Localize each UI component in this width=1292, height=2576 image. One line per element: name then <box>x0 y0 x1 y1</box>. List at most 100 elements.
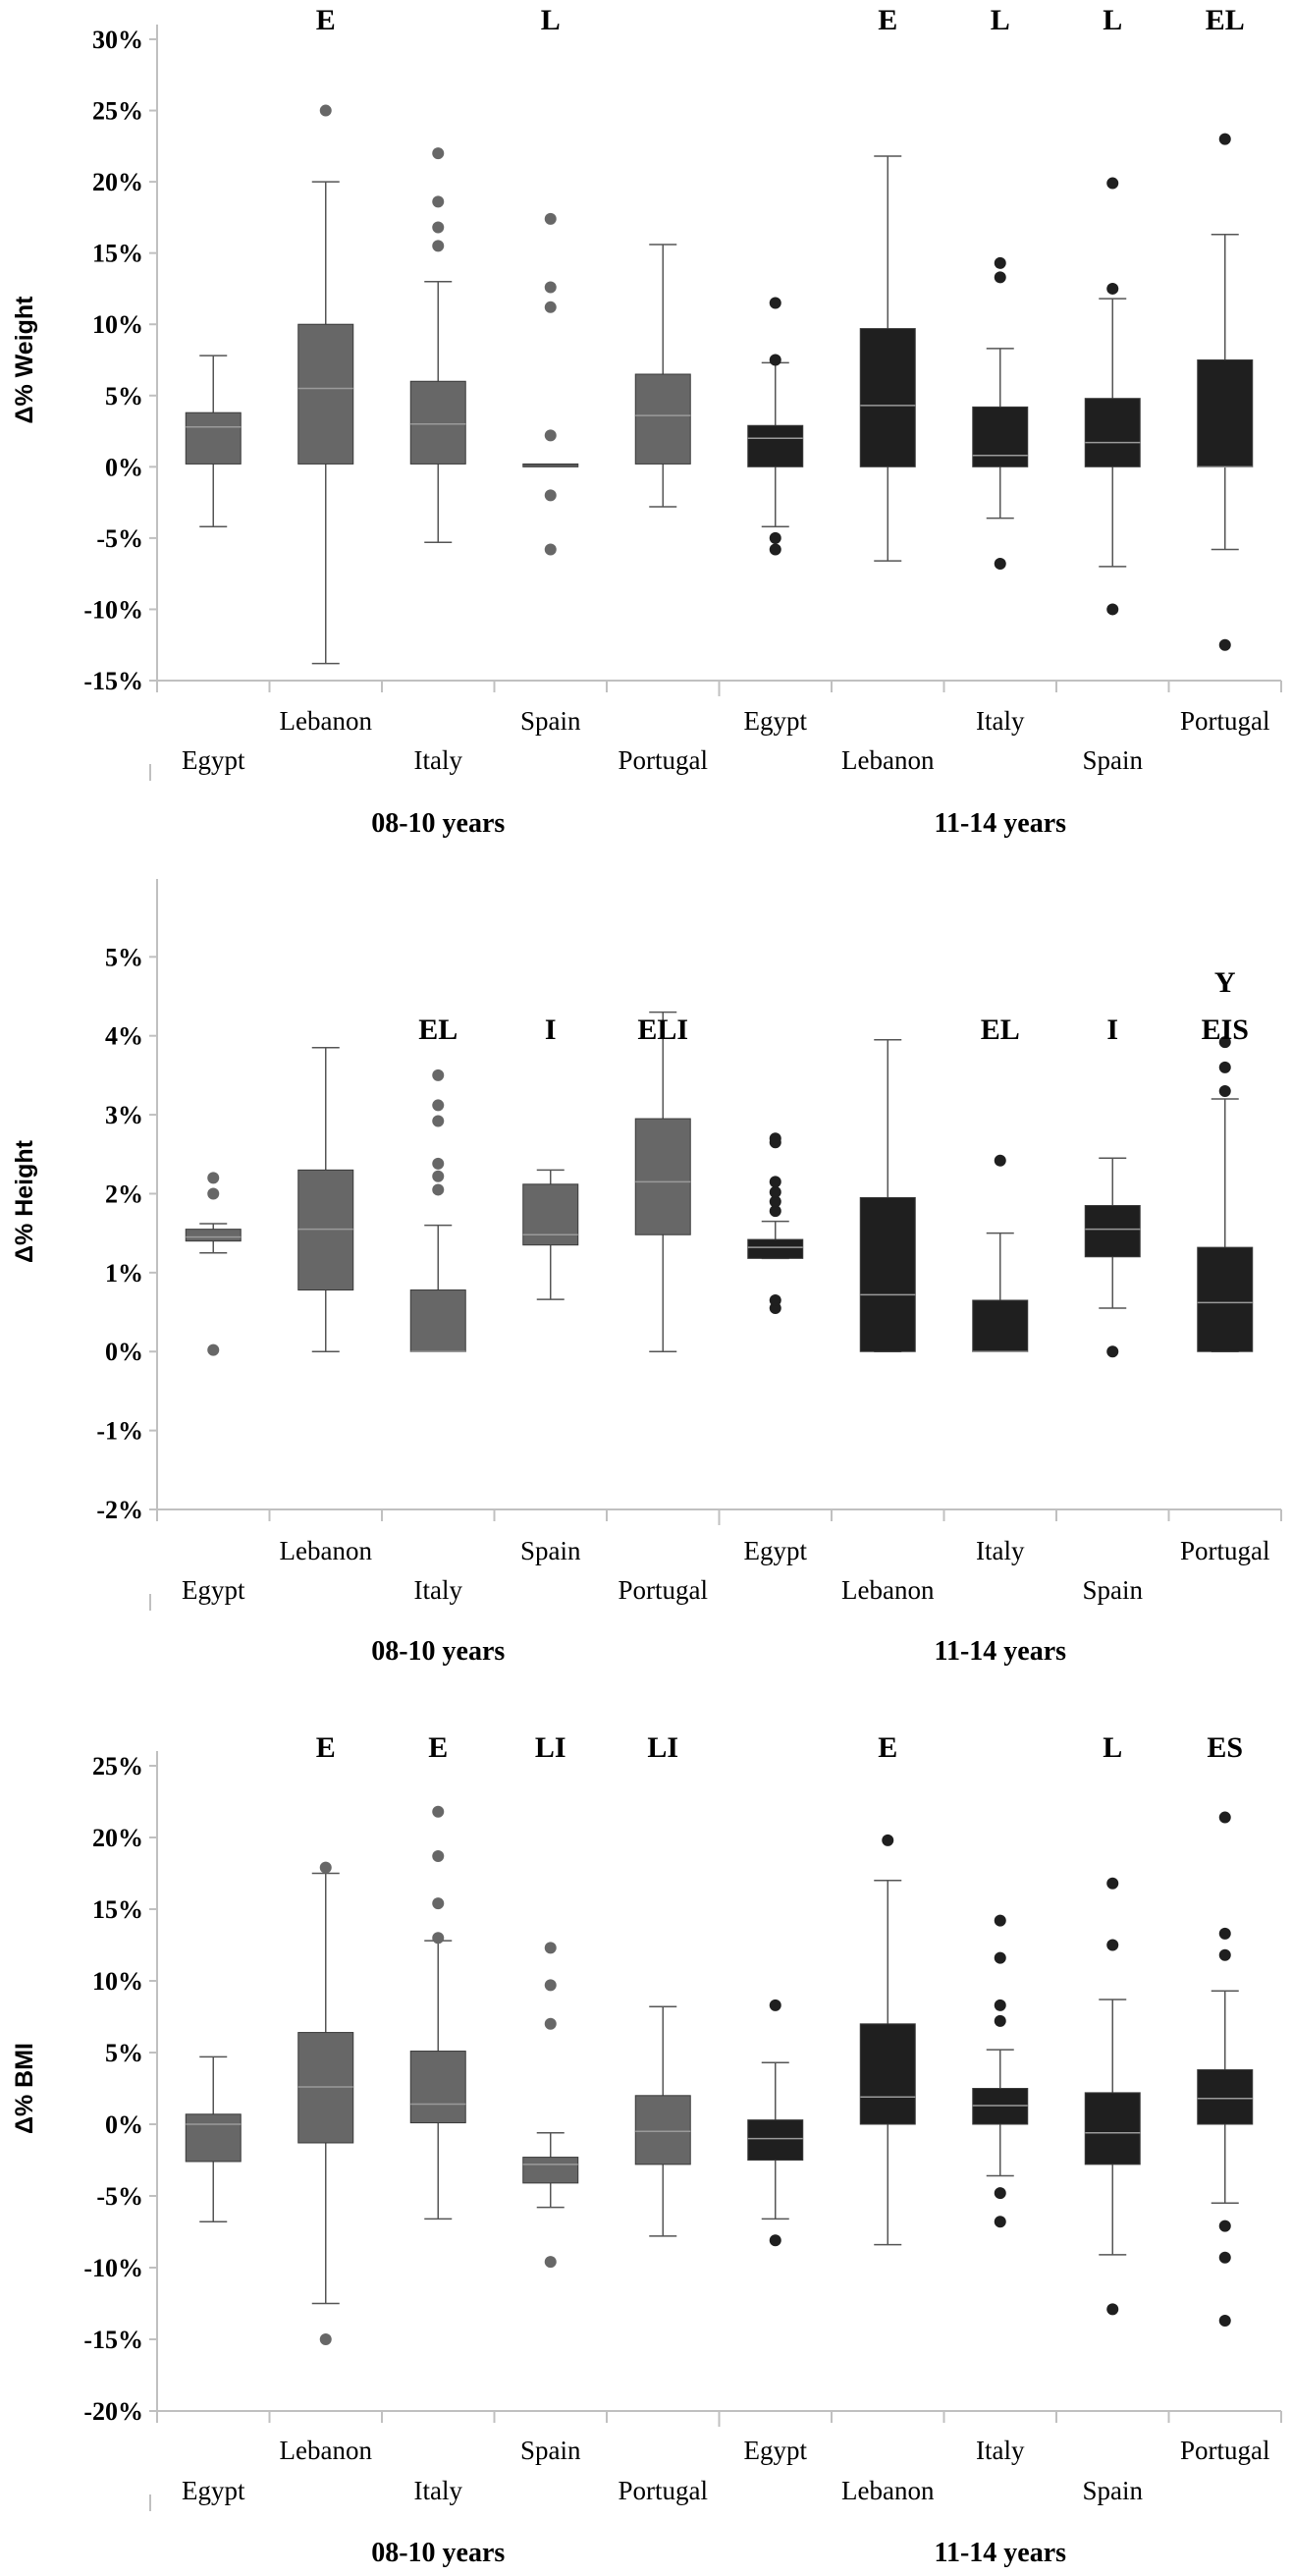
significance-label: EL <box>418 1014 458 1046</box>
box <box>859 328 916 467</box>
category-label: Portugal <box>1180 2436 1270 2465</box>
y-tick-label: 25% <box>92 97 143 126</box>
y-tick-label: 25% <box>92 1752 143 1781</box>
significance-label: LI <box>535 1731 566 1764</box>
box <box>297 323 354 465</box>
outlier-point <box>994 271 1006 284</box>
significance-label: ELI <box>637 1014 688 1046</box>
outlier-point <box>994 558 1006 571</box>
outlier-point <box>994 1951 1006 1964</box>
category-label: Italy <box>414 2476 463 2505</box>
y-tick-label: 0% <box>105 453 143 481</box>
outlier-point <box>1106 282 1119 295</box>
category-label: Portugal <box>619 2476 709 2505</box>
outlier-point <box>994 1914 1006 1927</box>
outlier-point <box>1106 1345 1119 1358</box>
outlier-point <box>544 2017 557 2030</box>
significance-label: I <box>545 1014 557 1046</box>
category-label: Spain <box>520 2436 581 2465</box>
y-tick-label: 4% <box>105 1022 143 1051</box>
category-label: Egypt <box>744 1536 808 1565</box>
category-label: Egypt <box>182 1575 245 1605</box>
box <box>1197 2069 1254 2125</box>
outlier-point <box>544 281 557 294</box>
category-label: Portugal <box>1180 1536 1270 1565</box>
significance-label: EL <box>981 1014 1020 1046</box>
outlier-point <box>769 1293 781 1306</box>
category-label: Egypt <box>182 2476 245 2505</box>
y-tick-label: 10% <box>92 1967 143 1996</box>
box <box>747 424 804 467</box>
outlier-point <box>769 1999 781 2011</box>
y-tick-label: -15% <box>83 667 143 695</box>
y-tick-label: 2% <box>105 1179 143 1208</box>
outlier-point <box>544 429 557 442</box>
outlier-point <box>432 1157 445 1170</box>
outlier-point <box>1106 177 1119 190</box>
outlier-point <box>432 240 445 252</box>
group-label: 08-10 years <box>371 2538 505 2568</box>
outlier-point <box>1218 1036 1231 1049</box>
y-tick-label: 5% <box>105 382 143 411</box>
box <box>409 2051 466 2124</box>
box <box>634 373 691 465</box>
category-label: Egypt <box>182 745 245 775</box>
box <box>1197 1246 1254 1352</box>
significance-label: LI <box>647 1731 678 1764</box>
category-label: Spain <box>1082 745 1143 775</box>
outlier-point <box>769 1132 781 1145</box>
box <box>409 1289 466 1352</box>
y-tick-label: 15% <box>92 240 143 268</box>
outlier-point <box>432 195 445 208</box>
outlier-point <box>207 1343 220 1356</box>
outlier-point <box>1218 2251 1231 2264</box>
y-tick-label: 15% <box>92 1895 143 1924</box>
box <box>859 2023 916 2125</box>
significance-label: ES <box>1207 1731 1243 1764</box>
box <box>1084 2092 1141 2165</box>
y-tick-label: 20% <box>92 168 143 196</box>
significance-label: E <box>878 1731 897 1764</box>
box <box>1084 1205 1141 1258</box>
outlier-point <box>544 212 557 225</box>
box <box>859 1196 916 1352</box>
outlier-point <box>432 147 445 160</box>
outlier-point <box>207 1187 220 1200</box>
significance-label: L <box>991 4 1010 36</box>
y-tick-label: -20% <box>83 2397 143 2426</box>
y-tick-label: 3% <box>105 1101 143 1129</box>
outlier-point <box>319 104 332 117</box>
outlier-point <box>769 1185 781 1198</box>
significance-label: EIS <box>1202 1014 1249 1046</box>
outlier-point <box>769 543 781 556</box>
outlier-point <box>432 1183 445 1196</box>
box <box>522 2157 579 2184</box>
outlier-point <box>544 489 557 502</box>
box <box>747 2119 804 2162</box>
outlier-point <box>432 1115 445 1127</box>
y-tick-label: 5% <box>105 2039 143 2067</box>
y-tick-label: -2% <box>96 1496 143 1524</box>
group-label: 11-14 years <box>934 808 1066 839</box>
box <box>1084 398 1141 467</box>
category-label: Lebanon <box>841 745 935 775</box>
y-tick-label: -5% <box>96 524 143 553</box>
outlier-point <box>1106 1877 1119 1890</box>
category-label: Italy <box>976 1536 1025 1565</box>
category-label: Lebanon <box>841 2476 935 2505</box>
y-tick-label: 20% <box>92 1824 143 1852</box>
y-axis-label: Δ% BMI <box>11 2043 38 2134</box>
category-label: Egypt <box>744 2436 808 2465</box>
significance-label: L <box>1103 1731 1122 1764</box>
outlier-point <box>1218 1061 1231 1073</box>
category-label: Portugal <box>1180 706 1270 736</box>
box <box>522 1183 579 1246</box>
outlier-point <box>432 1849 445 1862</box>
weight-panel: -15% -10% -5% 0% 5% 10% 15% 20% 25% 30% Δ% Weight E… <box>11 4 1282 839</box>
category-label: Lebanon <box>280 1536 373 1565</box>
box <box>185 1229 242 1242</box>
outlier-point <box>432 221 445 234</box>
outlier-point <box>1106 1939 1119 1951</box>
outlier-point <box>1218 133 1231 145</box>
outlier-point <box>432 1932 445 1945</box>
